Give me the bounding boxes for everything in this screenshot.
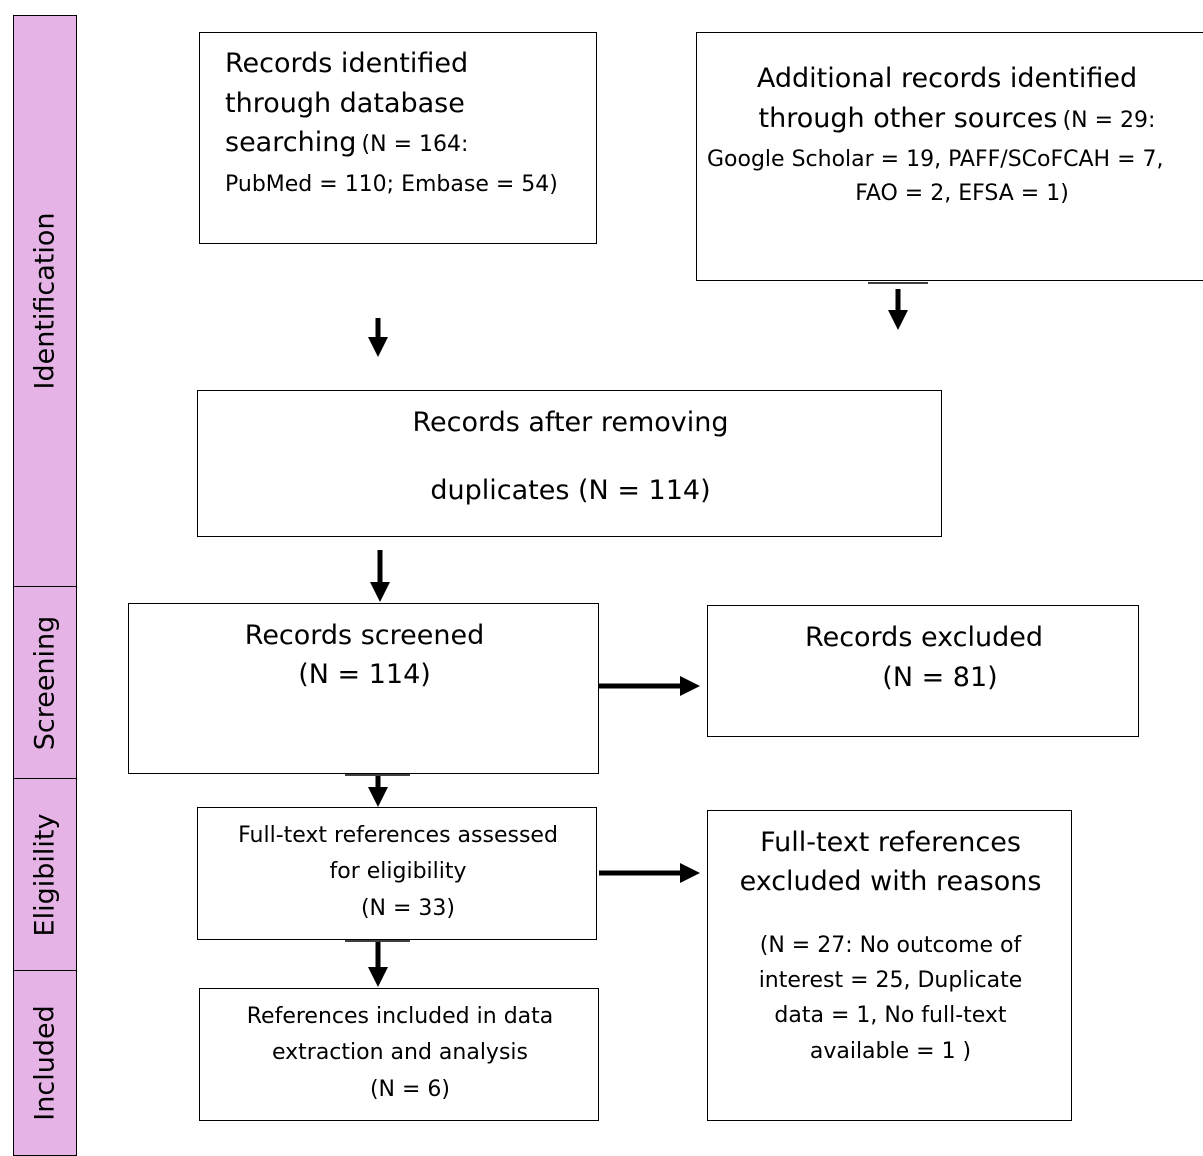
records-screened-box: Records screened (N = 114) — [128, 603, 599, 774]
stage-screening: Screening — [13, 586, 77, 779]
included-line1: References included in data — [246, 1004, 554, 1029]
fulltext-excluded-box: Full-text references excluded with reaso… — [707, 810, 1072, 1121]
database-line1: Records identified — [225, 48, 469, 79]
fulltext-excluded-line6: available = 1 ) — [809, 1039, 972, 1064]
other-sources-box: Additional records identified through ot… — [696, 32, 1203, 281]
database-records-box: Records identified through database sear… — [199, 32, 597, 244]
fulltext-line2: for eligibility — [329, 859, 467, 884]
fulltext-assessed-box: Full-text references assessed for eligib… — [197, 807, 597, 940]
other-line4: FAO = 2, EFSA = 1) — [855, 181, 1069, 206]
database-line3: searching (N = 164: — [225, 127, 468, 158]
records-excluded-box: Records excluded (N = 81) — [707, 605, 1139, 737]
after-duplicates-line2: duplicates (N = 114) — [430, 475, 711, 506]
screened-line2: (N = 114) — [298, 659, 431, 690]
after-duplicates-line1: Records after removing — [412, 407, 729, 438]
database-line2: through database — [225, 88, 465, 119]
excluded-line2: (N = 81) — [882, 662, 998, 693]
fulltext-line1: Full-text references assessed — [238, 823, 558, 848]
excluded-line1: Records excluded — [805, 622, 1043, 653]
database-line4: PubMed = 110; Embase = 54) — [225, 172, 558, 197]
fulltext-excluded-line4: interest = 25, Duplicate — [758, 968, 1023, 993]
included-line3: (N = 6) — [369, 1077, 451, 1102]
database-line3a: searching — [225, 127, 357, 158]
after-duplicates-box: Records after removing duplicates (N = 1… — [197, 390, 942, 537]
database-line3b: (N = 164: — [361, 132, 469, 157]
other-line2b: (N = 29: — [1062, 108, 1156, 133]
fulltext-excluded-line1: Full-text references — [760, 827, 1021, 858]
fulltext-line3: (N = 33) — [360, 896, 456, 921]
fulltext-excluded-line2: excluded with reasons — [739, 866, 1042, 897]
stage-identification: Identification — [13, 15, 77, 587]
other-line3: Google Scholar = 19, PAFF/SCoFCAH = 7, — [707, 147, 1164, 172]
fulltext-excluded-line5: data = 1, No full-text — [774, 1003, 1007, 1028]
other-line2: through other sources (N = 29: — [697, 103, 1203, 134]
screened-line1: Records screened — [244, 620, 485, 651]
other-line1: Additional records identified — [756, 63, 1138, 94]
included-box: References included in data extraction a… — [199, 988, 599, 1121]
fulltext-excluded-line3: (N = 27: No outcome of — [759, 933, 1022, 958]
included-line2: extraction and analysis — [271, 1040, 528, 1065]
stage-included: Included — [13, 970, 77, 1156]
other-line2a: through other sources — [758, 103, 1058, 134]
